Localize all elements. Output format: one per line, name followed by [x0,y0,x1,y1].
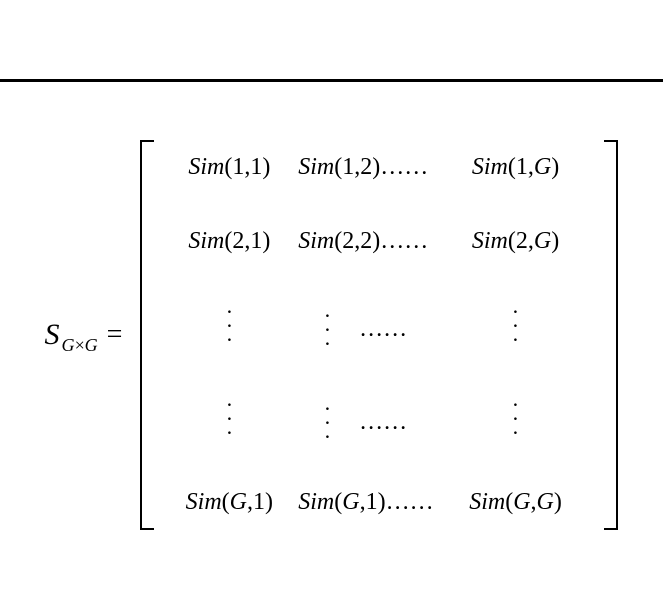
matrix-cell: Sim(G,G) [441,489,591,516]
left-bracket [140,140,154,530]
matrix-cell: ···…… [290,303,440,349]
right-bracket-top [604,140,618,142]
matrix-cell: Sim(G,1)…… [290,489,440,516]
matrix-equation: S G×G = Sim(1,1)Sim(1,2)……Sim(1,G) Sim(2,… [0,140,663,530]
top-divider [0,79,663,82]
matrix-cell: Sim(2,1) [168,228,290,255]
left-bracket-bottom [140,528,154,530]
lhs-symbol: S [45,318,60,352]
matrix-row: ······……··· [168,303,590,349]
matrix-row: Sim(G,1)Sim(G,1)……Sim(G,G) [168,489,590,516]
matrix-cell: ··· [440,307,590,345]
lhs-subscript: G×G [62,335,97,356]
matrix-grid: Sim(1,1)Sim(1,2)……Sim(1,G)Sim(2,1)Sim(2,… [154,140,604,530]
matrix-cell: Sim(2,2)…… [290,228,440,255]
matrix-cell: ···…… [290,396,440,442]
matrix: Sim(1,1)Sim(1,2)……Sim(1,G)Sim(2,1)Sim(2,… [140,140,618,530]
matrix-cell: Sim(1,1) [168,154,290,181]
matrix-row: Sim(1,1)Sim(1,2)……Sim(1,G) [168,154,590,181]
matrix-cell: Sim(1,2)…… [290,154,440,181]
right-bracket [604,140,618,530]
matrix-cell: Sim(1,G) [441,154,591,181]
left-bracket-vertical [140,140,142,530]
right-bracket-bottom [604,528,618,530]
matrix-row: Sim(2,1)Sim(2,2)……Sim(2,G) [168,228,590,255]
matrix-cell: ··· [168,400,290,438]
left-bracket-top [140,140,154,142]
equals-sign: = [107,319,123,351]
matrix-cell: ··· [168,307,290,345]
matrix-cell: Sim(2,G) [441,228,591,255]
matrix-cell: Sim(G,1) [168,489,290,516]
page-frame: S G×G = Sim(1,1)Sim(1,2)……Sim(1,G) Sim(2,… [0,0,663,593]
equation-lhs: S G×G = [45,318,131,352]
matrix-row: ······……··· [168,396,590,442]
right-bracket-vertical [616,140,618,530]
matrix-cell: ··· [440,400,590,438]
